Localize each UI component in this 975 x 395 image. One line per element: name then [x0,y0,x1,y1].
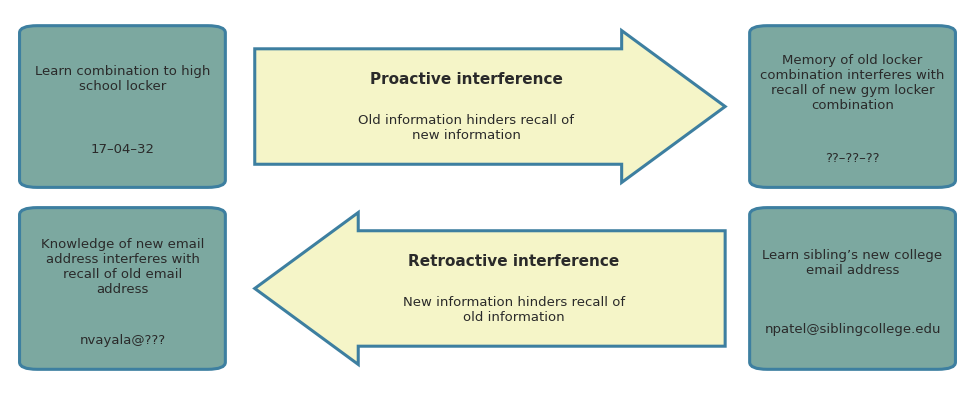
Polygon shape [254,213,725,365]
Text: 17–04–32: 17–04–32 [91,143,154,156]
FancyBboxPatch shape [750,26,956,187]
FancyBboxPatch shape [20,26,225,187]
Polygon shape [254,30,725,182]
Text: ??–??–??: ??–??–?? [825,152,879,165]
FancyBboxPatch shape [20,208,225,369]
Text: Retroactive interference: Retroactive interference [409,254,619,269]
Text: Knowledge of new email
address interferes with
recall of old email
address: Knowledge of new email address interfere… [41,238,204,296]
FancyBboxPatch shape [750,208,956,369]
Text: npatel@siblingcollege.edu: npatel@siblingcollege.edu [764,323,941,336]
Text: nvayala@???: nvayala@??? [79,334,166,347]
Text: Learn combination to high
school locker: Learn combination to high school locker [35,66,211,94]
Text: New information hinders recall of
old information: New information hinders recall of old in… [403,296,625,324]
Text: Learn sibling’s new college
email address: Learn sibling’s new college email addres… [762,249,943,277]
Text: Memory of old locker
combination interferes with
recall of new gym locker
combin: Memory of old locker combination interfe… [760,54,945,112]
Text: Proactive interference: Proactive interference [370,72,563,87]
Text: Old information hinders recall of
new information: Old information hinders recall of new in… [358,114,574,142]
